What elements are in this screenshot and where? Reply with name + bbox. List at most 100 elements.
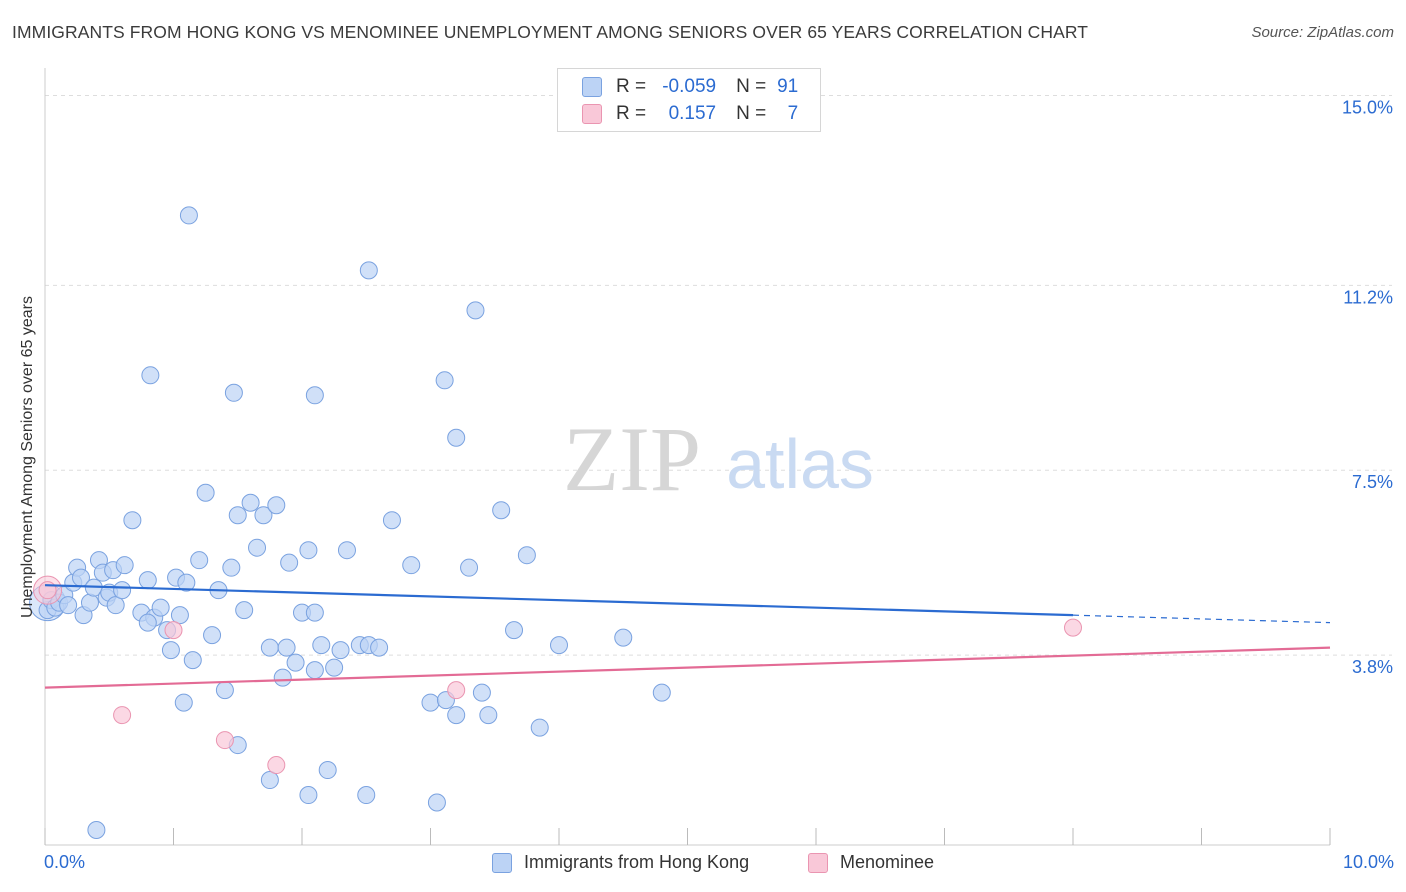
series-menominee-points [33,575,1082,775]
data-point-83 [466,301,485,320]
legend-n-value: 7 [787,103,799,124]
legend-swatch-blue [492,852,512,873]
legend-n-value: 91 [777,76,799,97]
data-point-73 [87,821,106,840]
data-point-72 [652,683,671,702]
data-point-70 [550,636,568,655]
data-point-43 [267,496,286,515]
data-point-86 [174,693,193,712]
series-immigrants-from-hong-kong-points [29,206,671,840]
data-point-55 [337,541,356,560]
data-point-24 [151,598,170,617]
watermark-atlas: atlas [726,425,874,503]
data-point-17 [106,596,125,615]
legend-item-immigrants-from-hong-kong: Immigrants from Hong Kong [492,852,749,873]
data-point-39 [241,493,260,512]
data-point-78 [141,366,160,385]
data-point-49 [299,541,318,560]
x-tick-label-min: 0.0% [44,852,86,872]
series-legend: Immigrants from Hong Kong Menominee [0,852,1406,876]
y-tick-label-3: 15.0% [1342,97,1393,117]
data-point-85 [427,793,446,812]
data-point-18 [113,581,132,600]
data-point-63 [447,706,466,725]
data-point-5 [447,681,466,700]
data-point-90 [299,786,318,805]
chart-title: IMMIGRANTS FROM HONG KONG VS MENOMINEE U… [12,22,1089,42]
data-point-67 [505,621,524,640]
correlation-legend: R = -0.059 N = 91 R = 0.157 N = 7 [557,68,821,132]
legend-r-value: 0.157 [668,103,717,124]
legend-item-menominee: Menominee [808,852,934,873]
data-point-3 [215,731,234,750]
data-point-88 [138,613,157,632]
data-point-10 [80,593,99,612]
data-point-2 [164,621,183,640]
trend-line-immigrants-from-hong-kong [44,584,1074,617]
data-point-4 [267,756,286,775]
legend-n-label: N = [736,103,767,124]
data-point-52 [318,761,337,780]
data-point-66 [492,501,511,520]
data-point-1 [113,706,132,725]
trend-line-extension [1072,614,1331,624]
data-point-42 [260,638,279,657]
data-point-87 [357,786,376,805]
trend-line-menominee [44,646,1331,689]
axes [44,68,1331,846]
y-axis-label: Unemployment Among Seniors over 65 years [19,296,36,618]
legend-label: Menominee [840,852,935,872]
data-point-22 [138,571,157,590]
data-point-28 [170,606,189,625]
data-point-51 [312,636,331,655]
data-point-32 [196,483,215,502]
data-point-29 [177,573,196,592]
data-point-46 [280,553,299,572]
data-point-60 [402,556,421,575]
legend-swatch-pink [808,852,828,873]
data-point-37 [228,506,247,525]
data-point-75 [260,771,279,790]
data-point-30 [183,651,202,670]
data-point-19 [115,556,134,575]
data-point-81 [359,261,378,280]
data-point-59 [382,511,401,530]
legend-swatch-blue [582,77,602,97]
data-point-84 [447,428,466,447]
data-point-31 [190,551,209,570]
data-point-61 [421,693,440,712]
data-point-6 [1064,618,1082,637]
data-point-36 [222,558,241,577]
legend-label: Immigrants from Hong Kong [524,852,750,872]
data-point-40 [248,538,267,557]
data-point-76 [305,661,324,680]
legend-row-blue: R = -0.059 N = 91 [582,75,798,99]
data-point-33 [203,626,222,645]
legend-r-value: -0.059 [662,76,717,97]
data-point-79 [224,383,243,402]
data-point-58 [370,638,389,657]
y-tick-label-2: 11.2% [1343,287,1393,307]
data-point-89 [479,706,498,725]
source-label: Source: ZipAtlas.com [1251,24,1394,41]
data-point-71 [614,628,633,647]
y-tick-label-0: 3.8% [1352,657,1393,677]
data-point-80 [305,386,324,405]
data-point-64 [460,558,479,577]
data-point-77 [179,206,198,225]
y-tick-labels: 3.8% 7.5% 11.2% 15.0% [1342,97,1393,677]
data-point-45 [277,638,296,657]
data-point-41 [254,506,273,525]
data-point-47 [286,653,305,672]
data-point-82 [435,371,454,390]
data-point-68 [517,546,536,565]
data-point-69 [530,718,549,737]
legend-r-label: R = [616,76,647,97]
data-point-20 [123,511,142,530]
data-point-26 [161,641,180,660]
legend-r-label: R = [616,103,647,124]
y-tick-label-1: 7.5% [1352,472,1393,492]
data-point-5 [59,596,78,615]
legend-row-pink: R = 0.157 N = 7 [582,102,798,126]
